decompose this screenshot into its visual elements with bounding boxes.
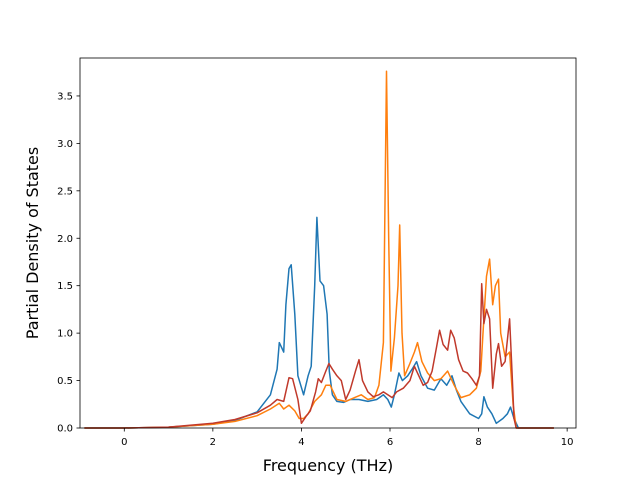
y-tick-label: 1.0: [57, 329, 73, 340]
x-tick-label: 0: [121, 437, 127, 448]
y-axis-title: Partial Density of States: [23, 147, 42, 339]
x-tick-label: 2: [210, 437, 216, 448]
y-axis-ticks: 0.0 0.5 1.0 1.5 2.0 2.5 3.0 3.5: [57, 91, 80, 435]
x-axis-ticks: 0 2 4 6 8 10: [121, 428, 574, 448]
y-tick-label: 2.0: [57, 234, 73, 245]
plot-area: [80, 58, 576, 428]
y-tick-label: 3.0: [57, 139, 73, 150]
plot-frame: [79, 57, 577, 429]
y-tick-label: 0.0: [57, 424, 73, 435]
series-layer: [84, 70, 554, 429]
x-tick-label: 10: [561, 437, 574, 448]
series-line-2: [84, 70, 554, 429]
y-tick-label: 2.5: [57, 186, 73, 197]
x-tick-label: 4: [298, 437, 304, 448]
x-tick-label: 6: [387, 437, 393, 448]
series-line-1: [84, 216, 554, 429]
x-tick-label: 8: [475, 437, 481, 448]
y-tick-label: 0.5: [57, 376, 73, 387]
x-axis-title: Frequency (THz): [263, 456, 393, 475]
y-tick-label: 1.5: [57, 281, 73, 292]
y-tick-label: 3.5: [57, 91, 73, 102]
series-line-3: [84, 283, 554, 429]
